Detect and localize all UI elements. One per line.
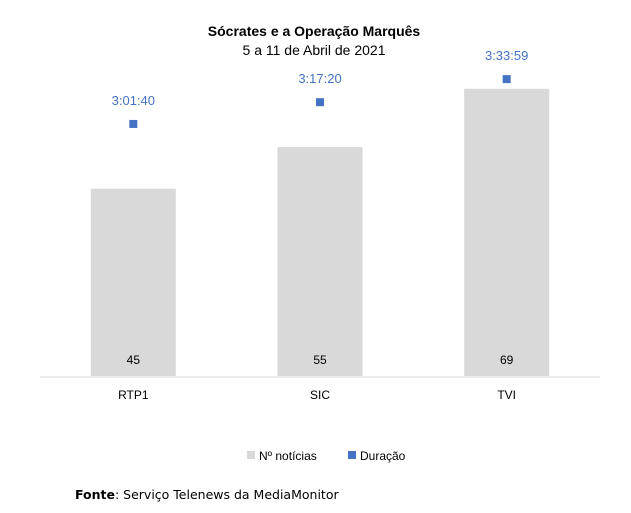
- bar-label-tvi: 69: [500, 353, 514, 367]
- legend-label-noticias: Nº notícias: [259, 449, 317, 463]
- chart: Sócrates e a Operação Marquês 5 a 11 de …: [40, 23, 600, 463]
- bar-label-rtp1: 45: [127, 353, 141, 367]
- bar-rtp1: [90, 188, 176, 376]
- legend-swatch-noticias: [247, 451, 255, 459]
- bar-label-sic: 55: [313, 353, 327, 367]
- source-label: Fonte: [75, 487, 115, 502]
- duration-label-sic: 3:17:20: [298, 71, 341, 86]
- duration-label-tvi: 3:33:59: [485, 48, 528, 63]
- plot-area: 45 RTP1 3:01:40 55 SIC 3:17:20 69 TVI 3:33:59: [90, 48, 550, 402]
- x-tick-label-sic: SIC: [310, 388, 330, 402]
- x-tick-label-tvi: TVI: [497, 388, 516, 402]
- source-text: : Serviço Telenews da MediaMonitor: [114, 487, 339, 502]
- x-tick-label-rtp1: RTP1: [118, 388, 149, 402]
- legend-swatch-duracao: [348, 451, 356, 459]
- bar-sic: [277, 147, 363, 376]
- bar-tvi: [464, 88, 550, 376]
- duration-label-rtp1: 3:01:40: [112, 93, 155, 108]
- chart-title: Sócrates e a Operação Marquês: [208, 23, 421, 39]
- duration-marker-rtp1: [129, 119, 138, 128]
- legend: Nº notícias Duração: [247, 449, 406, 463]
- legend-label-duracao: Duração: [360, 449, 406, 463]
- chart-subtitle: 5 a 11 de Abril de 2021: [243, 42, 386, 58]
- duration-marker-sic: [316, 98, 324, 107]
- source-note: Fonte: Serviço Telenews da MediaMonitor: [75, 487, 339, 502]
- duration-marker-tvi: [502, 75, 511, 84]
